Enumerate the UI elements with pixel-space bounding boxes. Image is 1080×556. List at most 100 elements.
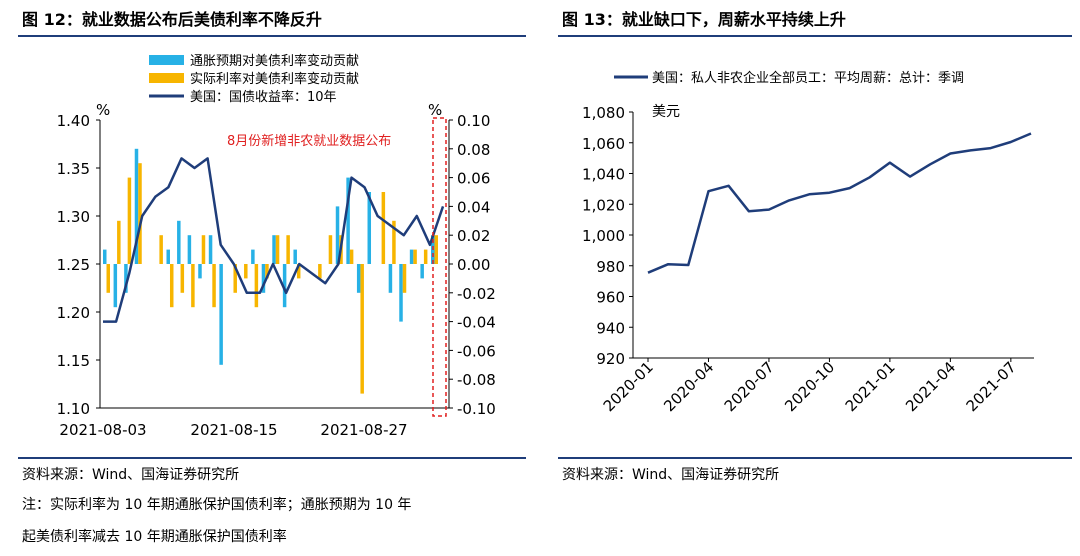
right-axis-tick-label: 0.00 — [457, 256, 490, 274]
y-axis-tick-label: 980 — [596, 258, 625, 276]
y-axis-tick-label: 1,020 — [582, 196, 625, 214]
real-rate-bar — [349, 249, 354, 264]
figure-12-note-line-1: 注：实际利率为 10 年期通胀保护国债利率；通胀预期为 10 年 — [22, 497, 412, 513]
real-rate-bar — [413, 249, 417, 264]
inflation-bar — [103, 249, 107, 264]
inflation-bar — [282, 264, 287, 308]
inflation-bar — [346, 177, 350, 264]
real-rate-bar — [296, 264, 301, 279]
right-axis-tick-label: -0.08 — [457, 371, 496, 389]
real-rate-bar — [159, 235, 163, 264]
inflation-bar — [293, 249, 297, 264]
figure-12-note-line-2: 起美债利率减去 10 年期通胀保护国债利率 — [22, 529, 287, 545]
figure-13-source: 资料来源：Wind、国海证券研究所 — [562, 467, 780, 483]
right-axis-tick-label: -0.02 — [457, 285, 496, 303]
x-axis-tick-label: 2020-07 — [721, 358, 778, 415]
inflation-bar — [420, 264, 424, 279]
inflation-bar — [399, 264, 403, 322]
inflation-bar — [261, 264, 266, 293]
x-axis-tick-label: 2021-08-03 — [59, 421, 146, 439]
figure-13-title-rule — [558, 35, 1072, 37]
inflation-bar — [124, 264, 128, 293]
x-axis-tick-label: 2021-08-15 — [190, 421, 277, 439]
real-rate-bar — [191, 264, 195, 308]
y-axis-tick-label: 1,000 — [582, 227, 625, 245]
left-axis-tick-label: 1.10 — [57, 400, 90, 418]
figure-13-title: 图 13：就业缺口下，周薪水平持续上升 — [562, 10, 846, 29]
real-rate-bar — [117, 220, 121, 264]
figure-12-title-rule — [18, 35, 526, 37]
real-rate-bar — [381, 192, 386, 264]
figure-13-panel: 图 13：就业缺口下，周薪水平持续上升 1,080 1,060 1,040 1,020… — [548, 0, 1080, 556]
inflation-bar — [272, 235, 276, 264]
real-rate-bar — [318, 264, 322, 279]
y-axis-tick-label: 1,080 — [582, 104, 625, 122]
real-rate-bar — [138, 163, 142, 264]
real-rate-bar — [275, 235, 280, 264]
left-axis-tick-label: 1.15 — [57, 352, 90, 370]
y-axis-tick-label: 940 — [596, 319, 625, 337]
figure-12-chart: 1.40 1.35 1.30 1.25 1.20 1.15 1.10 0.10 0.08 0.06… — [57, 53, 496, 439]
real-rate-bar — [434, 235, 438, 264]
x-axis-tick-label: 2020-10 — [781, 358, 838, 415]
real-rate-bar — [169, 264, 174, 308]
legend-label: 实际利率对美债利率变动贡献 — [190, 71, 359, 87]
figure-12-source: 资料来源：Wind、国海证券研究所 — [22, 467, 240, 483]
x-axis-tick-label: 2021-01 — [842, 358, 899, 415]
inflation-bar — [219, 264, 223, 365]
y-axis-tick-label: 920 — [596, 350, 625, 368]
left-axis-tick-label: 1.35 — [57, 160, 90, 178]
inflation-bar — [177, 220, 181, 264]
right-axis-tick-label: 0.04 — [457, 198, 490, 216]
right-axis-tick-label: -0.06 — [457, 342, 496, 360]
inflation-bar — [356, 264, 361, 293]
real-rate-bar — [423, 249, 428, 264]
left-axis-tick-label: 1.25 — [57, 256, 90, 274]
real-rate-bar — [233, 264, 237, 293]
inflation-bar — [367, 192, 372, 264]
right-axis-tick-label: 0.08 — [457, 141, 490, 159]
right-axis-tick-label: -0.10 — [457, 400, 496, 418]
right-axis-tick-label: 0.06 — [457, 170, 490, 188]
left-axis-tick-label: 1.30 — [57, 208, 90, 226]
announcement-highlight-box — [432, 117, 447, 417]
real-rate-bar — [201, 235, 206, 264]
real-rate-bar — [106, 264, 110, 293]
real-rate-bar — [127, 177, 132, 264]
inflation-bar — [409, 249, 414, 264]
right-axis-unit-label: % — [428, 101, 442, 119]
y-axis-tick-label: 1,060 — [582, 135, 625, 153]
real-rate-bar — [360, 264, 364, 394]
figure-13-chart: 1,080 1,060 1,040 1,020 1,000 980 960 940 920 美元 2… — [582, 70, 1034, 415]
left-axis-unit-label: % — [96, 101, 110, 119]
inflation-bar — [113, 264, 118, 308]
inflation-bar — [208, 235, 213, 264]
right-axis-tick-label: 0.02 — [457, 227, 490, 245]
legend-swatch — [149, 55, 184, 65]
inflation-bar — [335, 206, 340, 264]
weekly-earnings-line — [647, 132, 1032, 274]
real-rate-bar — [392, 220, 396, 264]
announcement-annotation: 8月份新增非农就业数据公布 — [227, 133, 391, 149]
right-axis-tick-label: 0.10 — [457, 112, 490, 130]
real-rate-bar — [212, 264, 216, 308]
figure-12-bottom-rule — [18, 457, 526, 459]
legend-label: 美国：国债收益率：10年 — [190, 89, 337, 105]
yield-line — [103, 157, 445, 323]
inflation-bar — [166, 249, 170, 264]
real-rate-bar — [328, 235, 333, 264]
x-axis-tick-label: 2020-04 — [660, 358, 717, 415]
real-rate-bar — [254, 264, 259, 308]
y-axis-unit-label: 美元 — [652, 104, 680, 120]
x-axis-tick-label: 2021-04 — [902, 358, 959, 415]
x-axis-tick-label: 2021-08-27 — [320, 421, 407, 439]
inflation-bar — [251, 249, 255, 264]
figure-12-title: 图 12：就业数据公布后美债利率不降反升 — [22, 10, 322, 29]
real-rate-bar — [286, 235, 290, 264]
y-axis-tick-label: 960 — [596, 289, 625, 307]
real-rate-bar — [180, 264, 185, 293]
x-axis-tick-label: 2021-07 — [963, 358, 1020, 415]
inflation-bar — [198, 264, 202, 279]
inflation-bar — [187, 235, 192, 264]
real-rate-bar — [265, 264, 269, 279]
